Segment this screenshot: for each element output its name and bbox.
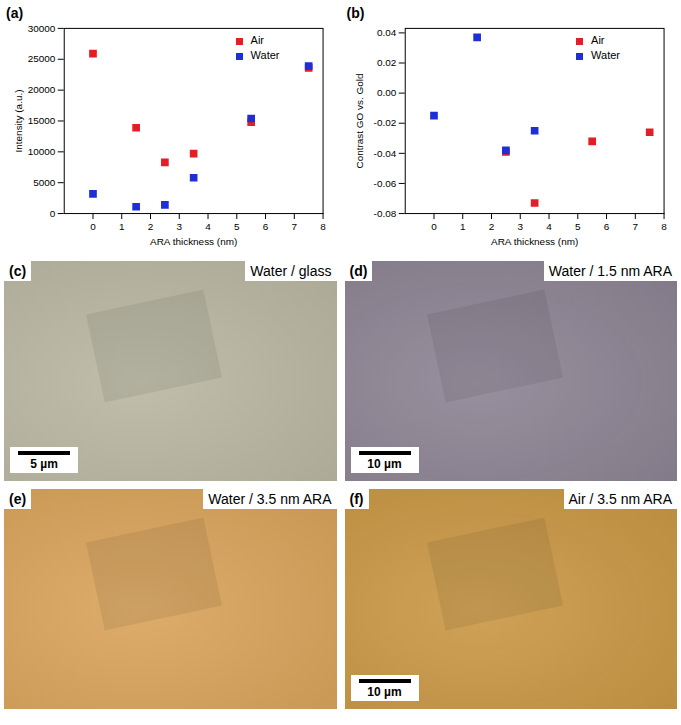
- html-text:(e): (e): [9, 490, 27, 507]
- svg-text:6: 6: [603, 221, 609, 232]
- svg-text:0.00: 0.00: [376, 87, 396, 98]
- svg-text:8: 8: [661, 221, 667, 232]
- svg-text:0: 0: [431, 221, 437, 232]
- svg-text:7: 7: [292, 221, 298, 232]
- svg-text:7: 7: [632, 221, 638, 232]
- svg-text:0: 0: [50, 208, 56, 219]
- html-text:5 µm: 5 µm: [30, 456, 58, 471]
- svg-text:-0.08: -0.08: [373, 208, 396, 219]
- html-text:(f): (f): [349, 490, 364, 507]
- svg-text:ARA thickness (nm): ARA thickness (nm): [491, 236, 578, 247]
- svg-text:4: 4: [546, 221, 552, 232]
- svg-text:4: 4: [205, 221, 211, 232]
- svg-text:1: 1: [459, 221, 465, 232]
- svg-text:1: 1: [119, 221, 125, 232]
- html-text:10 µm: 10 µm: [367, 456, 402, 471]
- html-text:(a): (a): [6, 5, 24, 21]
- html-text:(c): (c): [9, 262, 27, 279]
- html-text:Water / 3.5 nm ARA: Water / 3.5 nm ARA: [208, 490, 332, 507]
- html-text:(d): (d): [349, 262, 368, 279]
- svg-text:0.04: 0.04: [376, 27, 396, 38]
- svg-text:30000: 30000: [28, 23, 56, 34]
- html-text:10 µm: 10 µm: [367, 684, 402, 699]
- svg-text:5: 5: [575, 221, 581, 232]
- html-text:Water / glass: Water / glass: [250, 262, 332, 279]
- svg-text:Contrast GO vs. Gold: Contrast GO vs. Gold: [353, 73, 364, 168]
- svg-text:6: 6: [263, 221, 269, 232]
- html-text:Water: Water: [591, 49, 620, 61]
- svg-text:8: 8: [320, 221, 326, 232]
- svg-text:2: 2: [488, 221, 494, 232]
- html-text:Air: Air: [250, 34, 264, 46]
- svg-text:-0.02: -0.02: [373, 117, 396, 128]
- svg-text:0.02: 0.02: [376, 57, 396, 68]
- html-text:Water: Water: [250, 49, 280, 61]
- svg-text:20000: 20000: [28, 84, 56, 95]
- html-text:Water / 1.5 nm ARA: Water / 1.5 nm ARA: [548, 262, 672, 279]
- svg-text:3: 3: [517, 221, 523, 232]
- svg-text:25000: 25000: [28, 53, 56, 64]
- svg-text:0: 0: [90, 221, 96, 232]
- html-text:Air / 3.5 nm ARA: Air / 3.5 nm ARA: [568, 490, 672, 507]
- svg-text:-0.06: -0.06: [373, 178, 396, 189]
- svg-text:-0.04: -0.04: [373, 148, 396, 159]
- html-text:(b): (b): [346, 5, 365, 21]
- svg-text:2: 2: [148, 221, 154, 232]
- svg-text:15000: 15000: [28, 115, 56, 126]
- svg-text:5000: 5000: [33, 177, 56, 188]
- svg-text:ARA thickness (nm): ARA thickness (nm): [150, 236, 237, 247]
- svg-text:Intensity (a.u.): Intensity (a.u.): [13, 89, 24, 152]
- svg-text:10000: 10000: [28, 146, 56, 157]
- html-text:Air: Air: [591, 34, 605, 46]
- svg-text:3: 3: [176, 221, 182, 232]
- svg-text:5: 5: [234, 221, 240, 232]
